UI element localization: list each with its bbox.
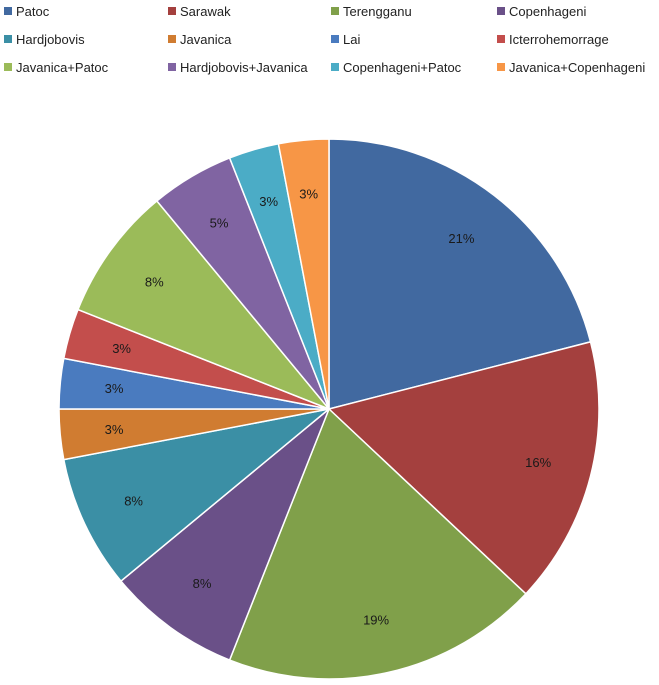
legend-label: Javanica (180, 31, 232, 47)
pie-slice-sarawak (327, 340, 600, 595)
legend-swatch (497, 35, 505, 43)
slice-data-label: 8% (124, 494, 143, 509)
slice-data-label: 3% (299, 187, 318, 202)
legend-item-copenhageni-patoc: Copenhageni+Patoc (331, 58, 461, 76)
pie-labels: 21% 16% 19% 8% 8% 3% 3% 3% 8% 5% 3% 3% (105, 187, 552, 628)
legend-item-patoc: Patoc (4, 2, 49, 20)
slice-data-label: 8% (145, 275, 164, 290)
legend-swatch (331, 35, 339, 43)
legend-label: Copenhageni (509, 3, 587, 19)
legend-label: Lai (343, 31, 361, 47)
pie-slice-javanica-patoc (76, 199, 330, 410)
pie-slice-javanica-copenhageni (277, 138, 330, 410)
legend-swatch (168, 7, 176, 15)
legend-item-javanica: Javanica (168, 30, 231, 48)
legend-swatch (168, 63, 176, 71)
slice-data-label: 8% (193, 576, 212, 591)
slice-data-label: 19% (363, 612, 389, 627)
slice-data-label: 3% (112, 341, 131, 356)
legend-swatch (4, 35, 12, 43)
slice-data-label: 16% (525, 455, 551, 470)
legend-label: Copenhageni+Patoc (343, 59, 462, 75)
legend-swatch (331, 63, 339, 71)
slice-data-label: 3% (105, 381, 124, 396)
legend-item-sarawak: Sarawak (168, 2, 231, 20)
legend-item-lai: Lai (331, 30, 360, 48)
legend-swatch (4, 7, 12, 15)
legend-swatch (497, 63, 505, 71)
slice-data-label: 21% (448, 231, 474, 246)
pie-slice-terengganu (228, 407, 527, 680)
legend-swatch (4, 63, 12, 71)
slice-data-label: 5% (210, 216, 229, 231)
legend-item-hardjobovis: Hardjobovis (4, 30, 85, 48)
pie-slice-patoc (328, 138, 592, 410)
legend-label: Hardjobovis (16, 31, 85, 47)
legend-item-copenhageni: Copenhageni (497, 2, 586, 20)
legend-label: Javanica+Copenhageni (509, 59, 646, 75)
legend-item-terengganu: Terengganu (331, 2, 412, 20)
legend-item-javanica-patoc: Javanica+Patoc (4, 58, 108, 76)
slice-data-label: 3% (105, 422, 124, 437)
pie-slices (58, 138, 600, 680)
slice-data-label: 3% (259, 194, 278, 209)
legend-label: Hardjobovis+Javanica (180, 59, 308, 75)
legend-label: Javanica+Patoc (16, 59, 109, 75)
legend-item-icterrohemorrage: Icterrohemorrage (497, 30, 609, 48)
legend-swatch (497, 7, 505, 15)
pie-slice-copenhageni (119, 408, 330, 662)
legend-swatch (168, 35, 176, 43)
legend-label: Patoc (16, 3, 50, 19)
legend-swatch (331, 7, 339, 15)
legend-item-javanica-copenhageni: Javanica+Copenhageni (497, 58, 645, 76)
chart-legend: Patoc Sarawak Terengganu Copenhageni Har… (0, 0, 659, 80)
legend-item-hardjobovis-javanica: Hardjobovis+Javanica (168, 58, 308, 76)
pie-slice-hardjobovis (62, 408, 330, 583)
legend-label: Icterrohemorrage (509, 31, 609, 47)
legend-label: Sarawak (180, 3, 231, 19)
legend-label: Terengganu (343, 3, 412, 19)
